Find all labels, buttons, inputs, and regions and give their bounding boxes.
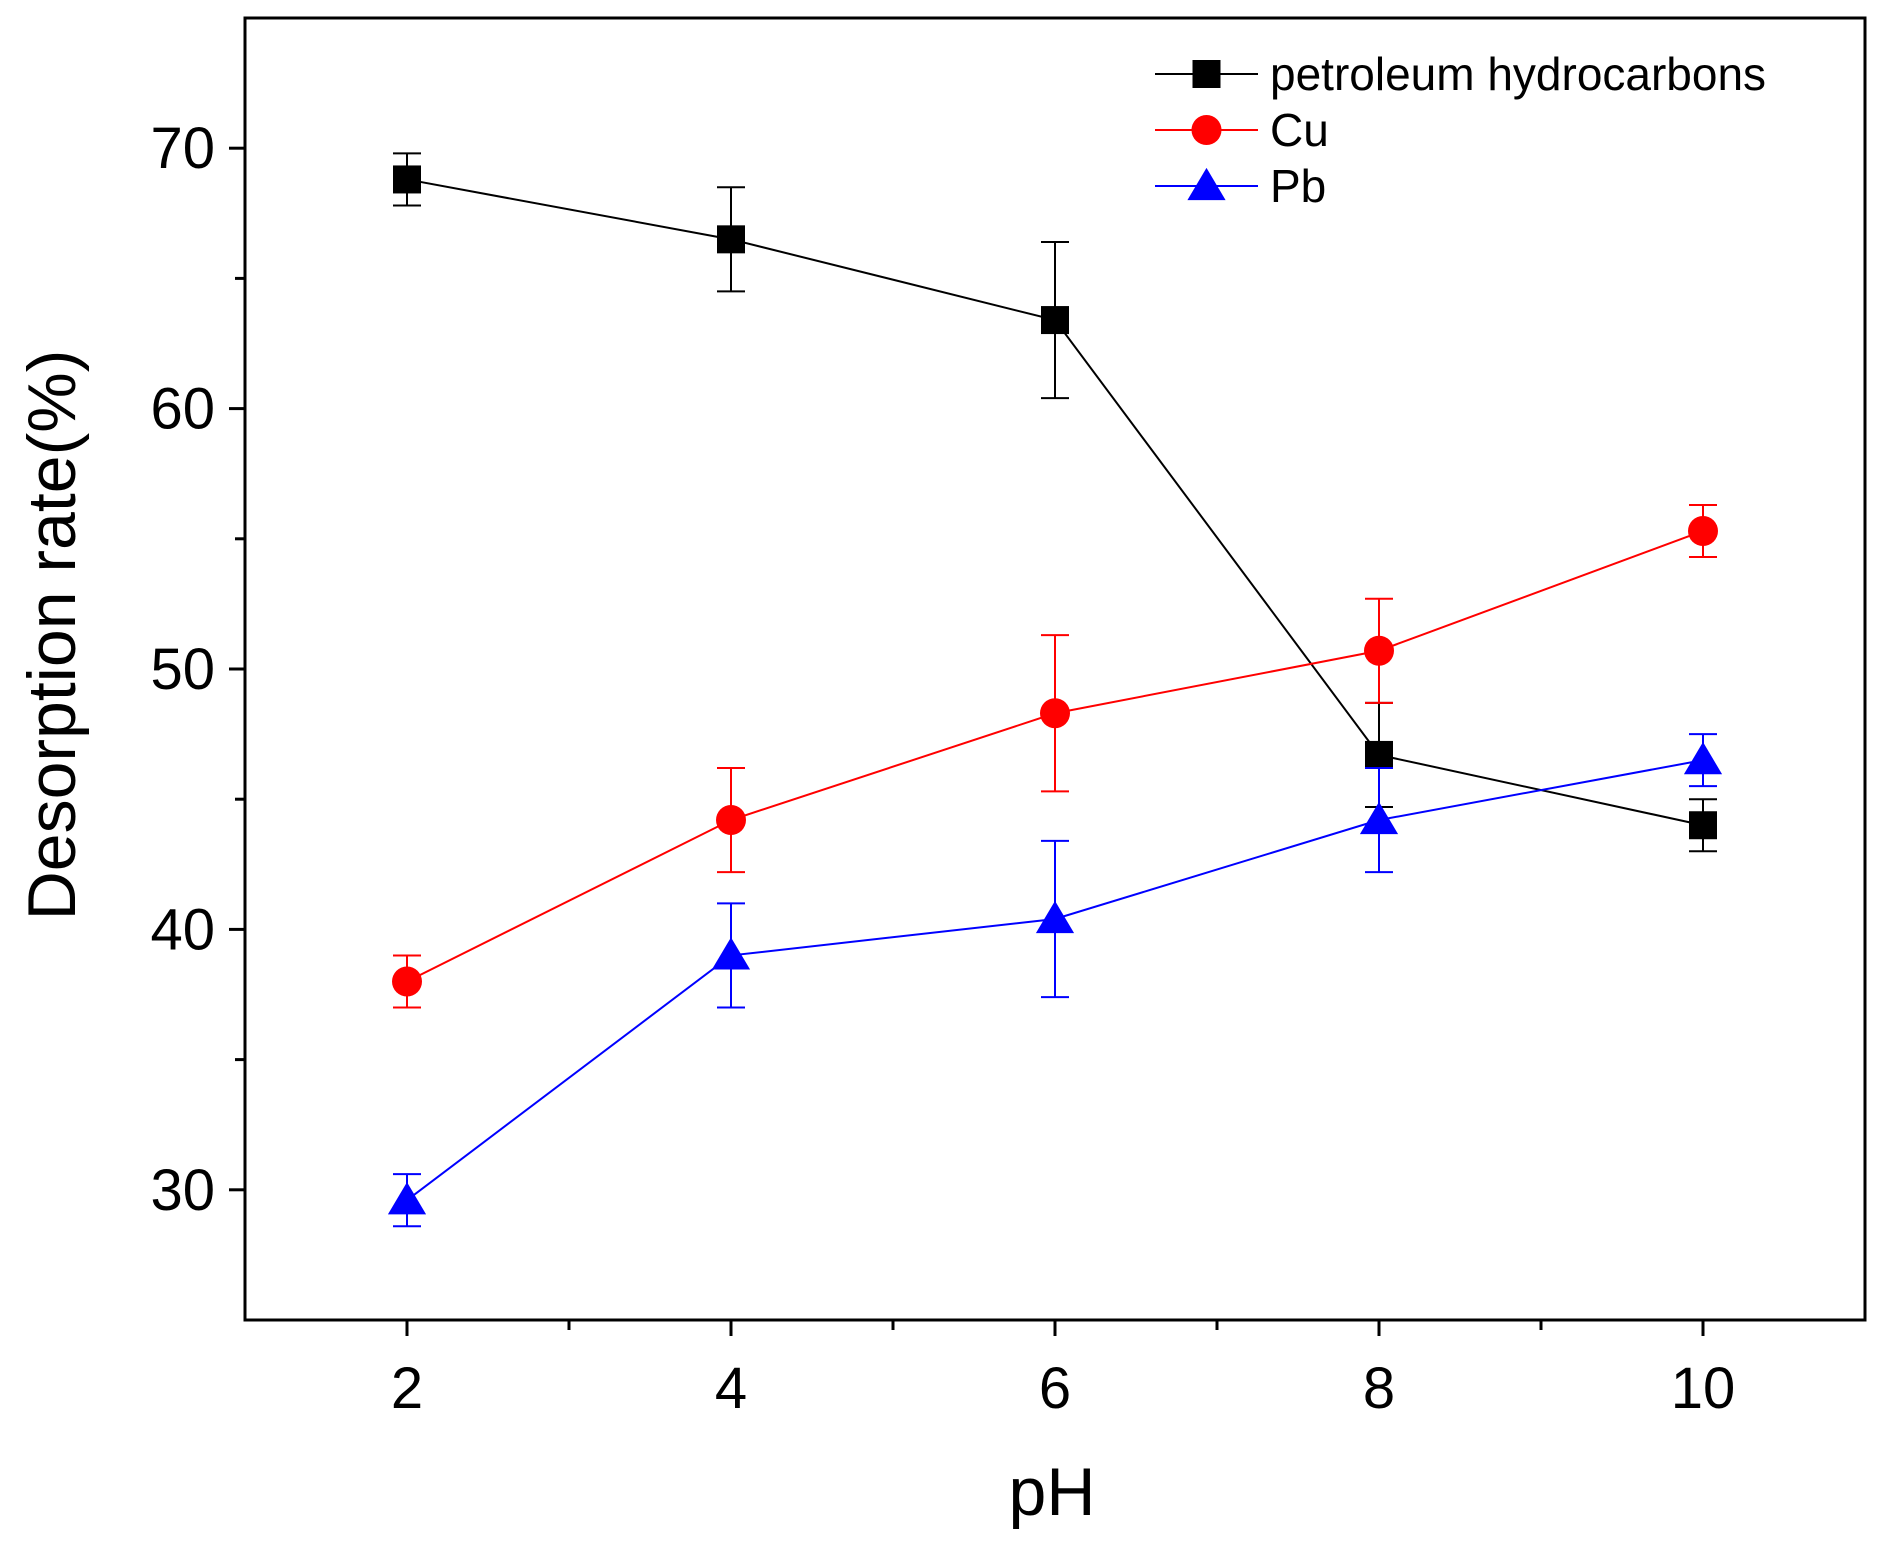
- y-tick-label: 40: [150, 897, 215, 962]
- y-axis-title: Desorption rate(%): [14, 350, 90, 921]
- legend-label: Cu: [1270, 104, 1329, 156]
- x-axis-title: pH: [1009, 1454, 1096, 1530]
- triangle-marker: [711, 937, 751, 970]
- x-tick-label: 2: [391, 1356, 423, 1421]
- x-tick-label: 4: [715, 1356, 747, 1421]
- circle-marker: [1364, 635, 1394, 666]
- y-tick-label: 50: [150, 637, 215, 702]
- series-cu: [392, 503, 1718, 1009]
- y-tick-label: 60: [150, 377, 215, 442]
- circle-marker: [1040, 698, 1070, 729]
- square-marker: [717, 225, 745, 254]
- triangle-marker: [1683, 742, 1723, 775]
- square-marker: [1365, 740, 1393, 769]
- legend-item: petroleum hydrocarbons: [1155, 48, 1766, 100]
- x-tick-label: 8: [1363, 1356, 1395, 1421]
- legend-label: petroleum hydrocarbons: [1270, 48, 1766, 100]
- x-tick-label: 6: [1039, 1356, 1071, 1421]
- legend-label: Pb: [1270, 160, 1326, 212]
- square-marker: [393, 165, 421, 194]
- circle-marker: [1191, 115, 1222, 145]
- triangle-marker: [1035, 900, 1075, 934]
- square-marker: [1041, 306, 1069, 335]
- triangle-marker: [1187, 167, 1226, 201]
- legend-item: Cu: [1155, 104, 1329, 156]
- triangle-marker: [387, 1182, 427, 1215]
- series-pb: [387, 733, 1723, 1228]
- circle-marker: [716, 805, 746, 836]
- square-marker: [1689, 811, 1717, 840]
- y-tick-label: 30: [150, 1158, 215, 1223]
- x-tick-label: 10: [1671, 1356, 1736, 1421]
- circle-marker: [392, 966, 422, 997]
- y-tick-label: 70: [150, 116, 215, 181]
- legend-item: Pb: [1155, 160, 1326, 212]
- circle-marker: [1688, 515, 1718, 546]
- triangle-marker: [1359, 801, 1399, 835]
- square-marker: [1192, 60, 1221, 88]
